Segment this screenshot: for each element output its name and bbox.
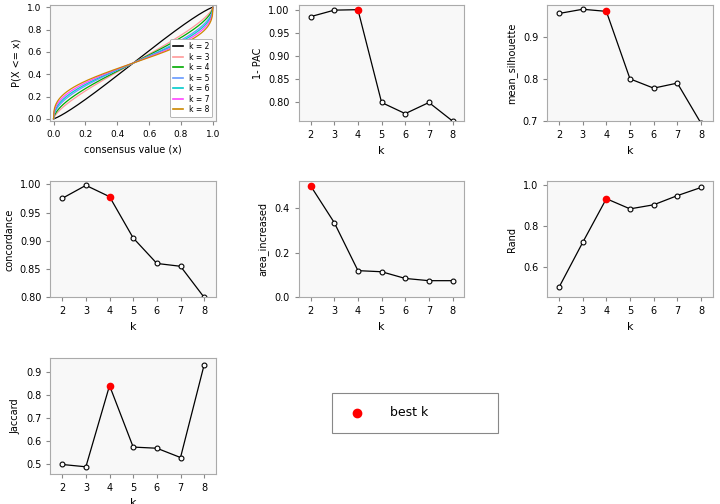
X-axis label: k: k: [626, 146, 634, 156]
Y-axis label: area_increased: area_increased: [258, 203, 269, 276]
X-axis label: k: k: [378, 146, 385, 156]
X-axis label: k: k: [626, 322, 634, 332]
Bar: [332, 393, 498, 433]
Y-axis label: Jaccard: Jaccard: [11, 398, 20, 433]
Text: best k: best k: [390, 406, 428, 419]
Y-axis label: mean_silhouette: mean_silhouette: [506, 22, 517, 104]
X-axis label: k: k: [378, 322, 385, 332]
Y-axis label: concordance: concordance: [4, 208, 14, 271]
Legend: k = 2, k = 3, k = 4, k = 5, k = 6, k = 7, k = 8: k = 2, k = 3, k = 4, k = 5, k = 6, k = 7…: [171, 39, 212, 117]
Y-axis label: Rand: Rand: [508, 227, 518, 252]
X-axis label: k: k: [130, 498, 137, 504]
Y-axis label: 1- PAC: 1- PAC: [253, 47, 263, 79]
X-axis label: consensus value (x): consensus value (x): [84, 145, 182, 155]
Y-axis label: P(X <= x): P(X <= x): [12, 39, 22, 87]
X-axis label: k: k: [130, 322, 137, 332]
